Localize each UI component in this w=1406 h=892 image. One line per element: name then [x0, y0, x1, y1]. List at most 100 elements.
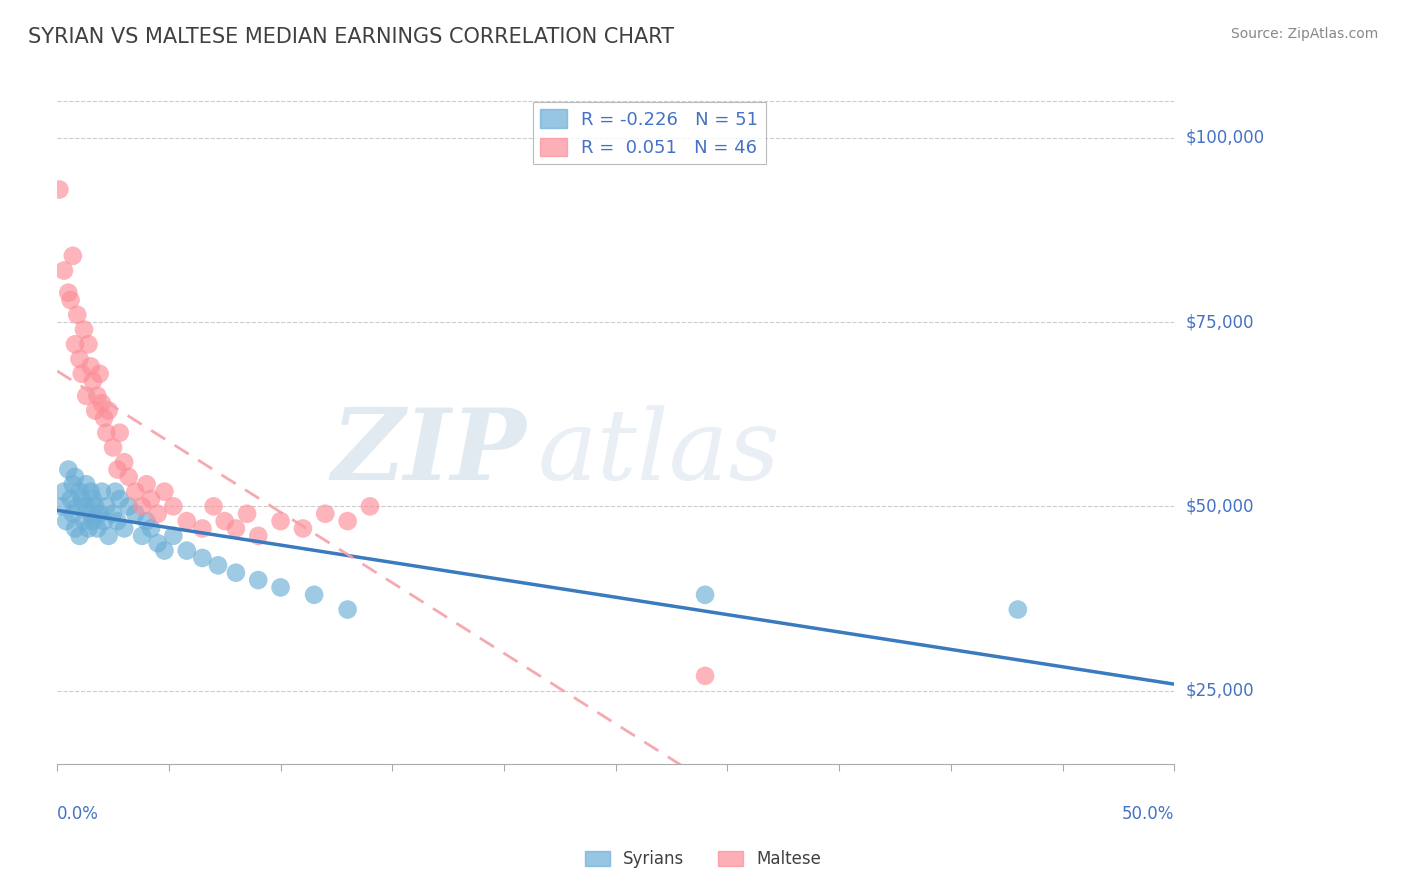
Point — [108, 491, 131, 506]
Point — [101, 441, 124, 455]
Point — [75, 477, 97, 491]
Point — [153, 484, 176, 499]
Point — [66, 500, 89, 514]
Point — [124, 484, 146, 499]
Point — [104, 484, 127, 499]
Point — [89, 507, 111, 521]
Point — [162, 529, 184, 543]
Point — [225, 521, 247, 535]
Point — [693, 588, 716, 602]
Point — [131, 500, 153, 514]
Point — [75, 389, 97, 403]
Point — [80, 359, 103, 374]
Point — [82, 514, 104, 528]
Point — [139, 491, 162, 506]
Point — [77, 521, 100, 535]
Point — [75, 500, 97, 514]
Point — [214, 514, 236, 528]
Point — [107, 462, 129, 476]
Text: $75,000: $75,000 — [1185, 313, 1254, 331]
Point — [77, 337, 100, 351]
Point — [176, 514, 198, 528]
Point — [202, 500, 225, 514]
Point — [84, 403, 107, 417]
Point — [69, 351, 91, 366]
Point — [191, 551, 214, 566]
Point — [302, 588, 325, 602]
Point — [176, 543, 198, 558]
Point — [58, 285, 80, 300]
Point — [139, 521, 162, 535]
Point — [86, 521, 108, 535]
Point — [108, 425, 131, 440]
Point — [693, 669, 716, 683]
Point — [112, 521, 135, 535]
Point — [80, 507, 103, 521]
Point — [135, 514, 157, 528]
Point — [107, 514, 129, 528]
Point — [118, 500, 141, 514]
Point — [73, 514, 96, 528]
Text: atlas: atlas — [537, 405, 780, 500]
Legend: Syrians, Maltese: Syrians, Maltese — [578, 844, 828, 875]
Point — [124, 507, 146, 521]
Point — [86, 389, 108, 403]
Point — [52, 484, 75, 499]
Point — [63, 521, 86, 535]
Point — [73, 322, 96, 336]
Point — [51, 500, 73, 514]
Point — [93, 514, 115, 528]
Point — [63, 337, 86, 351]
Point — [62, 477, 84, 491]
Point — [58, 462, 80, 476]
Point — [112, 455, 135, 469]
Point — [69, 484, 91, 499]
Point — [69, 529, 91, 543]
Text: 0.0%: 0.0% — [58, 805, 98, 823]
Text: $25,000: $25,000 — [1185, 681, 1254, 699]
Point — [162, 500, 184, 514]
Text: ZIP: ZIP — [332, 404, 526, 500]
Point — [118, 470, 141, 484]
Text: $50,000: $50,000 — [1185, 498, 1254, 516]
Point — [336, 602, 359, 616]
Point — [82, 374, 104, 388]
Point — [93, 411, 115, 425]
Text: 50.0%: 50.0% — [1122, 805, 1174, 823]
Point — [89, 367, 111, 381]
Point — [62, 249, 84, 263]
Point — [191, 521, 214, 535]
Point — [101, 507, 124, 521]
Point — [84, 500, 107, 514]
Point — [55, 514, 77, 528]
Point — [70, 367, 93, 381]
Point — [359, 500, 381, 514]
Point — [270, 581, 292, 595]
Point — [207, 558, 229, 573]
Point — [153, 543, 176, 558]
Point — [131, 529, 153, 543]
Point — [66, 308, 89, 322]
Point — [146, 536, 169, 550]
Point — [236, 507, 259, 521]
Text: Source: ZipAtlas.com: Source: ZipAtlas.com — [1230, 27, 1378, 41]
Point — [63, 470, 86, 484]
Point — [270, 514, 292, 528]
Point — [96, 500, 118, 514]
Point — [97, 529, 120, 543]
Point — [96, 425, 118, 440]
Point — [59, 293, 82, 307]
Point — [291, 521, 314, 535]
Point — [59, 491, 82, 506]
Point — [80, 484, 103, 499]
Legend: R = -0.226   N = 51, R =  0.051   N = 46: R = -0.226 N = 51, R = 0.051 N = 46 — [533, 103, 766, 164]
Point — [52, 263, 75, 277]
Point — [62, 507, 84, 521]
Point — [70, 491, 93, 506]
Point — [247, 573, 270, 587]
Point — [135, 477, 157, 491]
Point — [48, 182, 70, 196]
Point — [97, 403, 120, 417]
Point — [90, 396, 112, 410]
Point — [225, 566, 247, 580]
